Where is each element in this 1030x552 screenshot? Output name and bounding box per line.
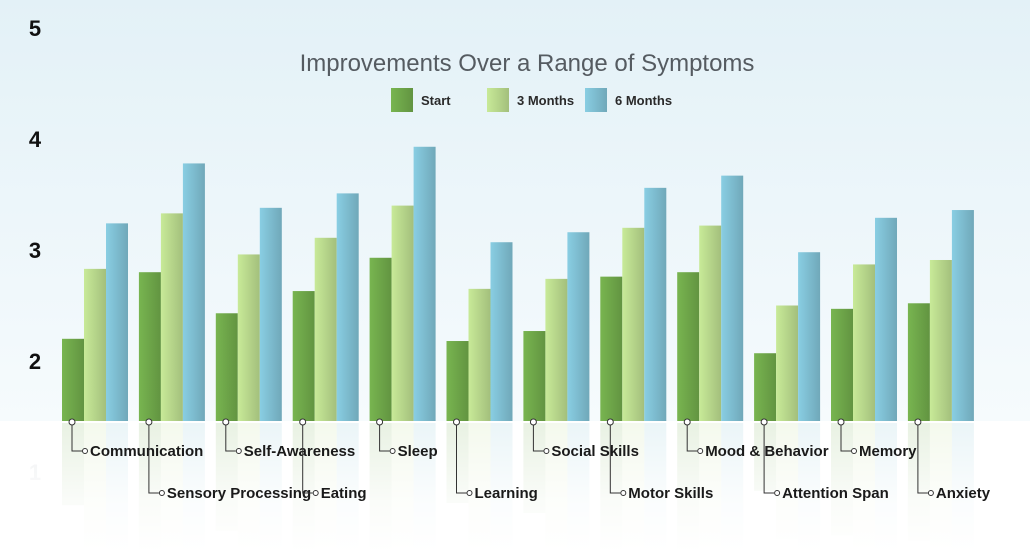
bar xyxy=(106,223,128,422)
category-label: Attention Span xyxy=(760,418,889,502)
bar xyxy=(875,217,897,422)
bar xyxy=(951,210,974,422)
bar xyxy=(754,353,777,422)
legend-swatch xyxy=(585,88,607,112)
category-text: Sleep xyxy=(398,443,438,460)
bar xyxy=(182,163,205,423)
category-labels: Communication Sensory Processing Self-Awar… xyxy=(68,418,991,502)
legend-label: 6 Months xyxy=(615,93,672,108)
legend-swatch xyxy=(391,88,413,112)
bar xyxy=(468,288,491,422)
bar xyxy=(677,272,700,422)
bar xyxy=(699,225,722,422)
category-label: Sleep xyxy=(376,418,438,460)
category-label: Learning xyxy=(453,418,538,502)
bars xyxy=(62,146,974,423)
bar xyxy=(446,341,469,422)
bar xyxy=(138,272,161,422)
bar xyxy=(523,331,546,422)
bar xyxy=(831,308,853,422)
category-label: Anxiety xyxy=(914,418,991,502)
bar xyxy=(84,268,106,422)
bar xyxy=(336,193,359,422)
y-tick-label: 2 xyxy=(29,349,41,374)
category-label: Motor Skills xyxy=(606,418,713,502)
bar xyxy=(567,232,590,422)
bar xyxy=(490,242,513,422)
bar xyxy=(62,338,84,422)
category-label: Sensory Processing xyxy=(145,418,311,502)
bar xyxy=(369,257,392,422)
category-text: Eating xyxy=(321,485,367,502)
category-label: Communication xyxy=(68,418,203,460)
chart-title: Improvements Over a Range of Symptoms xyxy=(300,50,755,77)
bar xyxy=(929,259,952,422)
bar xyxy=(545,278,568,422)
category-text: Mood & Behavior xyxy=(705,443,829,460)
bar xyxy=(413,146,436,422)
bar xyxy=(237,254,260,422)
category-text: Social Skills xyxy=(551,443,639,460)
category-label: Eating xyxy=(299,418,367,502)
category-label: Memory xyxy=(837,418,917,460)
category-text: Communication xyxy=(90,443,203,460)
reflection-fade xyxy=(0,422,1030,552)
bar xyxy=(644,187,667,422)
category-label: Self-Awareness xyxy=(222,418,355,460)
y-tick-label: 5 xyxy=(29,16,41,41)
category-text: Sensory Processing xyxy=(167,485,311,502)
bar xyxy=(853,264,875,422)
bar xyxy=(259,207,282,422)
category-text: Learning xyxy=(475,485,538,502)
bar xyxy=(776,305,799,422)
y-tick-label: 3 xyxy=(29,238,41,263)
category-text: Motor Skills xyxy=(628,485,713,502)
category-text: Attention Span xyxy=(782,485,889,502)
bar xyxy=(721,175,744,422)
bar xyxy=(907,303,930,422)
bar xyxy=(314,237,337,422)
y-tick-label: 4 xyxy=(29,127,42,152)
legend-label: 3 Months xyxy=(517,93,574,108)
bar xyxy=(798,252,821,422)
category-text: Anxiety xyxy=(936,485,991,502)
legend-label: Start xyxy=(421,93,451,108)
bar xyxy=(622,227,645,422)
bar xyxy=(292,291,315,422)
bar xyxy=(215,313,238,422)
bar xyxy=(600,276,623,422)
category-text: Memory xyxy=(859,443,917,460)
bar xyxy=(160,213,183,422)
category-text: Self-Awareness xyxy=(244,443,355,460)
legend: Start 3 Months 6 Months xyxy=(391,88,672,112)
bar xyxy=(391,205,414,422)
legend-swatch xyxy=(487,88,509,112)
category-label: Mood & Behavior xyxy=(683,418,829,460)
category-label: Social Skills xyxy=(529,418,639,460)
